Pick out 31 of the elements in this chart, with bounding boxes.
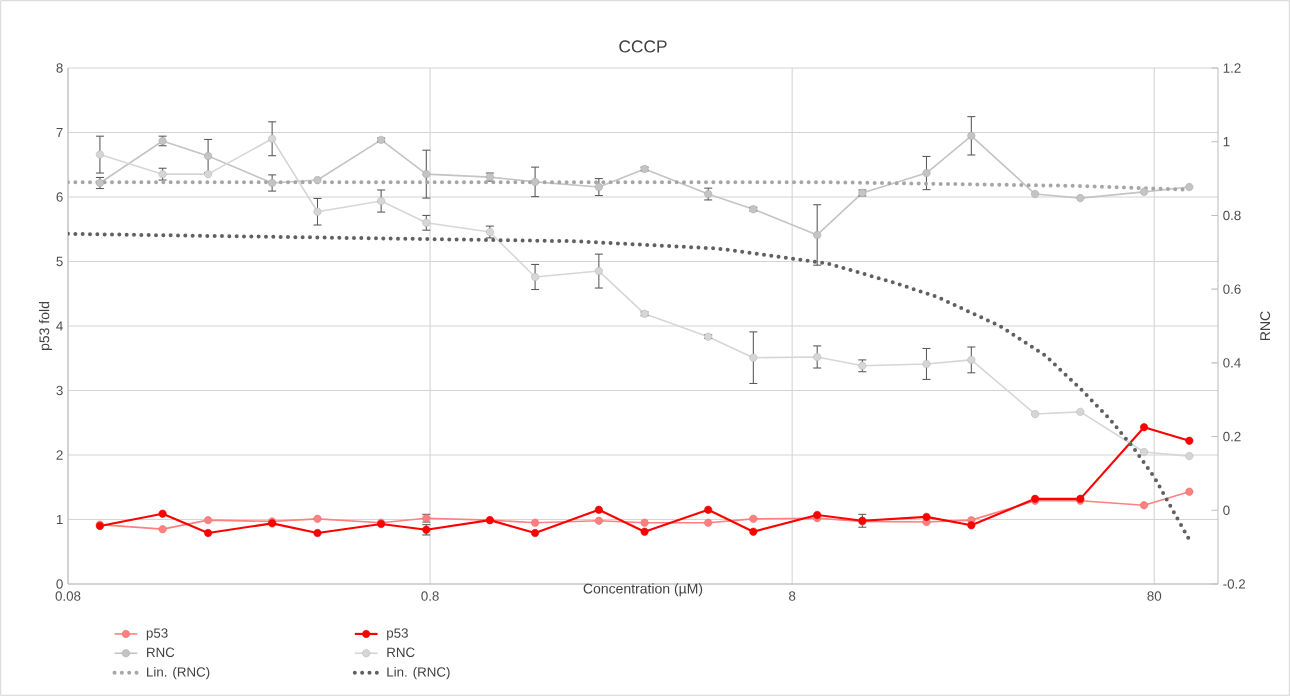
legend-label: Lin. (RNC) — [387, 666, 450, 680]
y2-tick-label: 0.8 — [1223, 210, 1241, 221]
x-tick-label: 8 — [789, 591, 796, 601]
y2-tick-label: 1 — [1223, 137, 1230, 147]
legend-label: RNC — [387, 647, 415, 658]
legend-label: RNC — [147, 647, 175, 658]
legend-label: Lin. (RNC) — [147, 666, 210, 680]
y-tick-label: 6 — [56, 192, 63, 202]
y-axis-title: p53 fold — [39, 302, 53, 350]
y-tick-label: 7 — [56, 127, 63, 138]
y-tick-label: 0 — [56, 579, 63, 589]
x-tick-label: 0.8 — [421, 591, 439, 601]
x-tick-label: 80 — [1147, 591, 1162, 601]
legend-label: p53 — [387, 628, 408, 641]
y-tick-label: 4 — [56, 321, 63, 331]
y2-tick-label: 1.2 — [1223, 63, 1241, 73]
y-tick-label: 1 — [56, 514, 63, 525]
y2-tick-label: 0.4 — [1223, 358, 1241, 368]
legend-label: p53 — [146, 628, 168, 641]
y2-tick-label: 0.6 — [1223, 284, 1241, 294]
x-axis-title: Concentration (µM) — [583, 583, 703, 597]
y-tick-label: 2 — [56, 450, 63, 460]
y2-tick-label: 0.2 — [1223, 431, 1241, 442]
y2-tick-label: -0.2 — [1223, 579, 1246, 589]
y2-axis-title: RNC — [1260, 311, 1271, 340]
y-tick-label: 3 — [56, 385, 63, 396]
y-tick-label: 5 — [56, 256, 63, 267]
y2-tick-label: 0 — [1223, 505, 1230, 515]
y-tick-label: 8 — [56, 63, 63, 73]
chart-title: CCCP — [619, 40, 667, 53]
x-tick-label: 0.08 — [55, 591, 81, 601]
